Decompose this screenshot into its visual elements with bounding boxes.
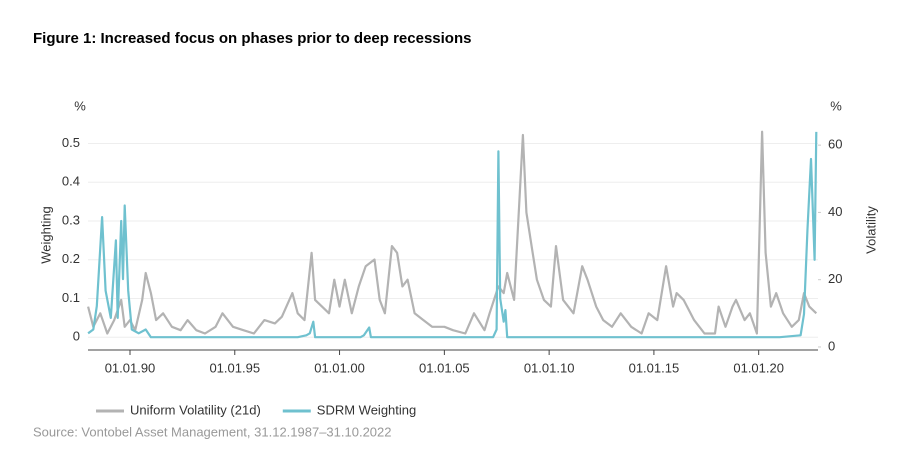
y-tick-label: 0.2 [62, 251, 80, 266]
y-axis-title: Weighting [38, 206, 53, 264]
x-tick-label: 01.01.10 [524, 360, 575, 375]
legend-label: Uniform Volatility (21d) [130, 402, 261, 417]
x-tick-label: 01.01.20 [733, 360, 784, 375]
y-unit: % [74, 98, 86, 113]
series-line [87, 131, 818, 339]
chart-title: Figure 1: Increased focus on phases prio… [33, 30, 471, 47]
x-tick-label: 01.01.05 [419, 360, 470, 375]
x-tick-label: 01.01.00 [314, 360, 365, 375]
x-tick-label: 01.01.95 [209, 360, 260, 375]
y-tick-label: 0.3 [62, 212, 80, 227]
y2-unit: % [830, 98, 842, 113]
x-tick-label: 01.01.90 [105, 360, 156, 375]
x-tick-label: 01.01.15 [629, 360, 680, 375]
y2-tick-label: 40 [828, 204, 842, 219]
y2-tick-label: 60 [828, 137, 842, 152]
legend-label: SDRM Weighting [317, 402, 416, 417]
series-line [87, 130, 818, 335]
y-tick-label: 0.1 [62, 290, 80, 305]
y-tick-label: 0.4 [62, 174, 80, 189]
y2-tick-label: 0 [828, 338, 835, 353]
y-tick-label: 0.5 [62, 135, 80, 150]
y2-axis-title: Volatility [863, 206, 878, 254]
source: Source: Vontobel Asset Management, 31.12… [33, 424, 392, 439]
y2-tick-label: 20 [828, 271, 842, 286]
y-tick-label: 0 [73, 329, 80, 344]
